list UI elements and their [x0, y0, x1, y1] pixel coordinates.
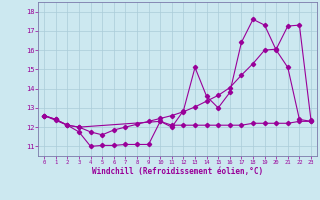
X-axis label: Windchill (Refroidissement éolien,°C): Windchill (Refroidissement éolien,°C)	[92, 167, 263, 176]
